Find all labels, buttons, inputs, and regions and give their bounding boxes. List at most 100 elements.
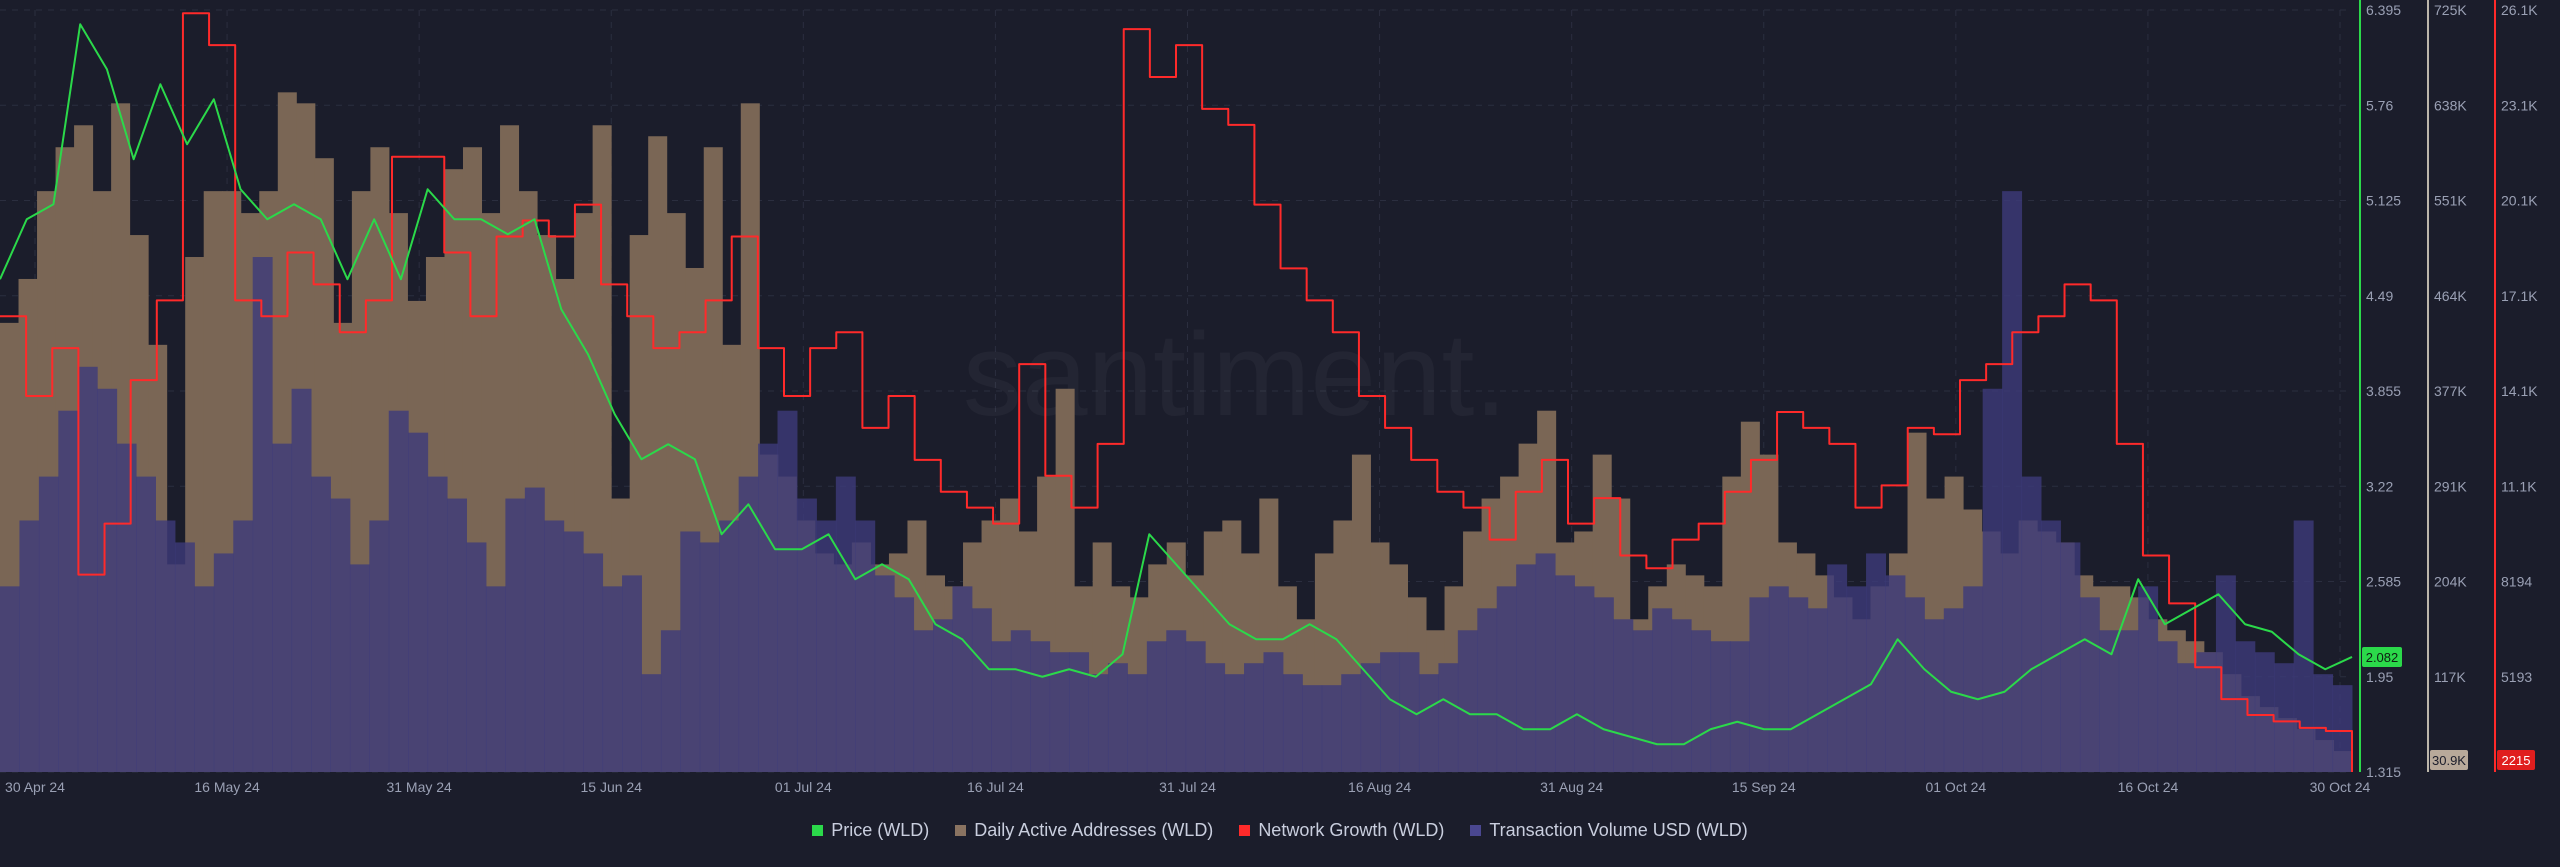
- volume-bar: [2293, 520, 2314, 772]
- volume-bar: [1574, 586, 1595, 772]
- volume-bar: [933, 619, 953, 772]
- price-current-badge: [2362, 646, 2402, 667]
- price-tick-label: 3.855: [2366, 383, 2401, 399]
- legend-swatch-network: [1239, 825, 1251, 836]
- legend-item-price[interactable]: Price (WLD): [812, 820, 929, 841]
- network-tick-label: 26.1K: [2501, 2, 2538, 18]
- legend-swatch-price: [812, 825, 824, 836]
- volume-bar: [174, 542, 195, 772]
- volume-bar: [1049, 652, 1070, 772]
- volume-bar: [2177, 663, 2197, 772]
- volume-bar: [2235, 641, 2256, 772]
- volume-bar: [1010, 630, 1031, 772]
- volume-bar: [116, 443, 137, 772]
- volume-bar: [1982, 388, 2003, 772]
- x-tick-label: 16 Jul 24: [967, 779, 1024, 795]
- volume-bar: [1632, 630, 1653, 772]
- x-tick-label: 31 Aug 24: [1540, 779, 1603, 795]
- price-tick-label: 5.76: [2366, 97, 2393, 113]
- volume-bar: [2099, 630, 2120, 772]
- volume-bar: [699, 542, 720, 772]
- volume-bar: [311, 476, 331, 772]
- volume-bar: [796, 498, 817, 772]
- legend-label-daa: Daily Active Addresses (WLD): [974, 820, 1214, 840]
- price-tick-label: 6.395: [2366, 2, 2401, 18]
- volume-bar: [1729, 641, 1750, 772]
- daa-tick-label: 204K: [2434, 574, 2467, 590]
- network-growth-line: [0, 12, 2353, 772]
- volume-bar: [738, 476, 759, 772]
- volume-bar: [1768, 586, 1789, 772]
- volume-bar: [1263, 652, 1284, 772]
- volume-bar: [0, 586, 20, 772]
- volume-bar: [2196, 652, 2217, 772]
- volume-bar: [1691, 630, 1712, 772]
- volume-bar: [1069, 652, 1090, 772]
- volume-bar: [1652, 608, 1673, 772]
- volume-bar: [136, 476, 157, 772]
- volume-bar: [1107, 663, 1128, 772]
- price-line: [0, 23, 2353, 746]
- volume-bar: [622, 575, 642, 772]
- legend-item-daa[interactable]: Daily Active Addresses (WLD): [955, 820, 1213, 841]
- network-tick-label: 20.1K: [2501, 193, 2538, 209]
- network-tick-label: 11.1K: [2501, 478, 2537, 494]
- volume-bar: [1224, 674, 1245, 772]
- volume-bar: [58, 410, 79, 772]
- price-tick-label: 5.125: [2366, 193, 2401, 209]
- price-tick-label: 1.95: [2366, 669, 2393, 685]
- volume-bar: [369, 520, 390, 772]
- volume-bar: [466, 542, 487, 772]
- legend-item-network[interactable]: Network Growth (WLD): [1239, 820, 1444, 841]
- watermark-text: santiment.: [963, 309, 1507, 441]
- volume-bar: [1418, 674, 1439, 772]
- legend-label-volume: Transaction Volume USD (WLD): [1489, 820, 1748, 840]
- price-tick-label: 4.49: [2366, 288, 2393, 304]
- volume-bar: [1399, 652, 1420, 772]
- volume-bar: [991, 641, 1012, 772]
- volume-bars: [0, 191, 2353, 773]
- volume-bar: [758, 443, 779, 772]
- network-tick-label: 5193: [2501, 669, 2532, 685]
- volume-bar: [913, 630, 934, 772]
- volume-bar: [1827, 564, 1848, 772]
- volume-bar: [1321, 685, 1342, 772]
- volume-bar: [97, 388, 118, 772]
- legend-swatch-daa: [955, 825, 967, 836]
- volume-bar: [330, 498, 351, 772]
- volume-bar: [1360, 663, 1381, 772]
- volume-bar: [1282, 674, 1303, 772]
- volume-bar: [602, 586, 623, 772]
- volume-bar: [1613, 619, 1634, 772]
- volume-bar: [1749, 597, 1770, 772]
- volume-bar: [408, 432, 429, 772]
- volume-bar: [1807, 608, 1828, 772]
- price-tick-label: 2.585: [2366, 574, 2401, 590]
- volume-bar: [2060, 542, 2081, 772]
- volume-bar: [777, 410, 798, 772]
- volume-bar: [1030, 641, 1051, 772]
- volume-bar: [544, 520, 565, 772]
- daa-tick-label: 638K: [2434, 97, 2467, 113]
- daa-tick-label: 725K: [2434, 2, 2467, 18]
- legend-label-network: Network Growth (WLD): [1258, 820, 1445, 840]
- legend-item-volume[interactable]: Transaction Volume USD (WLD): [1470, 820, 1748, 841]
- daa-tick-label: 291K: [2434, 478, 2467, 494]
- x-tick-label: 01 Jul 24: [775, 779, 832, 795]
- daa-tick-label: 464K: [2434, 288, 2467, 304]
- daa-tick-label: 551K: [2434, 193, 2467, 209]
- network-tick-label: 8194: [2501, 574, 2532, 590]
- x-tick-label: 30 Oct 24: [2310, 779, 2371, 795]
- volume-bar: [2254, 652, 2275, 772]
- volume-bar: [77, 366, 98, 772]
- network-tick-label: 17.1K: [2501, 288, 2538, 304]
- volume-bar: [388, 410, 409, 772]
- volume-bar: [641, 674, 662, 772]
- volume-bar: [1924, 619, 1945, 772]
- volume-bar: [447, 498, 468, 772]
- volume-bar: [1535, 553, 1556, 772]
- x-tick-label: 30 Apr 24: [5, 779, 65, 795]
- volume-bar: [2040, 520, 2061, 772]
- volume-bar: [2274, 663, 2295, 772]
- volume-bar: [19, 520, 40, 772]
